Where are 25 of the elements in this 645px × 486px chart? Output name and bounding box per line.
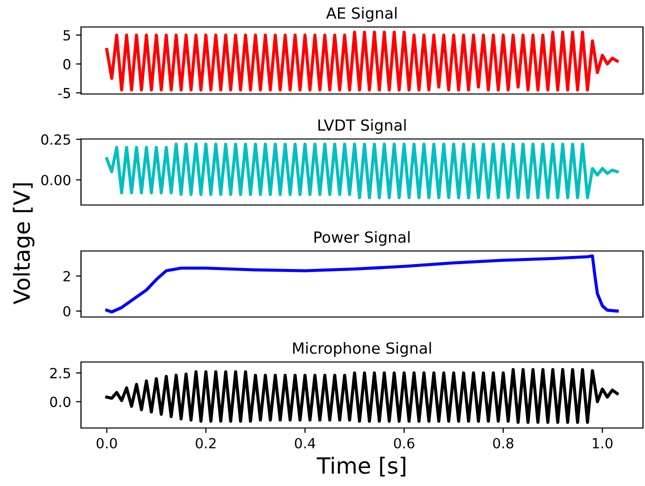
y-tick-label: 0.0 xyxy=(50,396,70,408)
line-series xyxy=(105,30,619,92)
chart-title: AE Signal xyxy=(326,7,397,22)
y-tick-label: 2.5 xyxy=(50,368,70,378)
x-tick-label: 1.0 xyxy=(592,438,612,448)
x-tick-label: 0.0 xyxy=(96,438,117,448)
y-tick-label: 0 xyxy=(63,58,70,70)
y-tick-label: 5 xyxy=(64,30,70,41)
x-tick-label: 0.2 xyxy=(196,438,216,448)
x-tick-label: 0.8 xyxy=(493,438,514,448)
y-tick-label: 0 xyxy=(63,306,70,317)
y-axis-title: Voltage [V] xyxy=(12,183,34,304)
y-tick-label: 0.25 xyxy=(41,134,70,145)
x-tick-label: 0.4 xyxy=(294,438,316,448)
line-series xyxy=(105,368,619,424)
chart-title: LVDT Signal xyxy=(318,119,406,134)
x-axis-title: Time [s] xyxy=(316,456,406,477)
y-tick-label: 2 xyxy=(63,271,70,282)
y-tick-label: 0.00 xyxy=(41,174,70,186)
y-tick-label: -5 xyxy=(58,88,70,98)
line-series xyxy=(105,142,619,200)
chart-title: Power Signal xyxy=(314,231,410,246)
chart-title: Microphone Signal xyxy=(293,342,431,357)
line-series xyxy=(105,254,619,314)
x-tick-label: 0.6 xyxy=(394,438,414,448)
